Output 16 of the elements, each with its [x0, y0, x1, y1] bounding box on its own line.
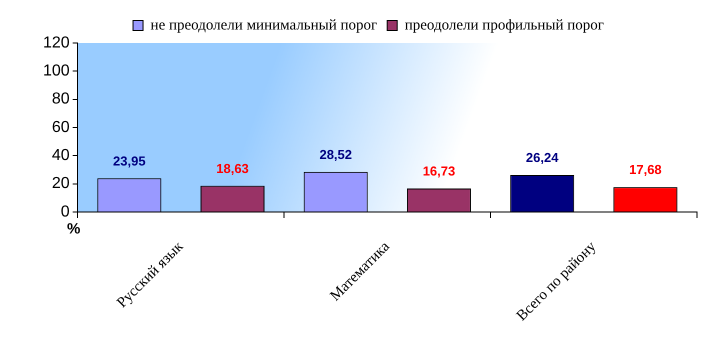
data-label: 17,68: [629, 162, 662, 178]
y-tick-label: 100: [42, 62, 70, 80]
y-tick-label: 60: [52, 118, 70, 136]
y-tick-label: 40: [52, 147, 70, 164]
legend-label: не преодолели минимальный порог: [150, 17, 378, 34]
data-label: 18,63: [216, 160, 249, 176]
y-tick-label: 120: [42, 34, 70, 52]
y-tick-label: 0: [60, 203, 70, 220]
data-label: 23,95: [113, 153, 146, 168]
data-label: 26,24: [526, 150, 560, 166]
data-label: 28,52: [319, 146, 352, 162]
y-tick-label: 20: [52, 175, 70, 192]
data-label: 16,73: [422, 164, 456, 179]
legend-label: преодолели профильный порог: [404, 17, 604, 34]
y-axis-title: %: [67, 220, 80, 238]
y-tick-label: 80: [52, 90, 70, 108]
